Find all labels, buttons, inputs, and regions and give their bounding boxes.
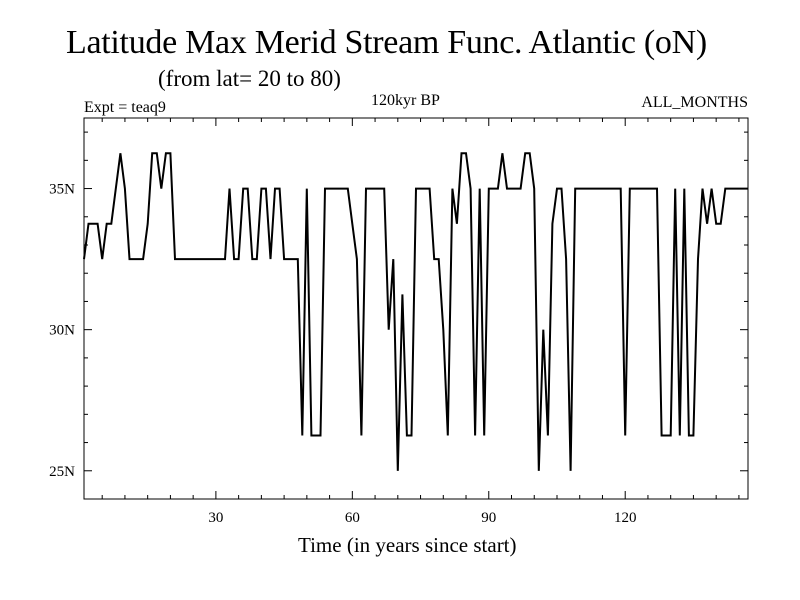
series-layer: [83, 152, 748, 471]
x-tick-label: 60: [345, 510, 360, 526]
chart-subtitle: (from lat= 20 to 80): [158, 66, 341, 91]
axis-ticks: [84, 118, 748, 499]
y-tick-label: 30N: [49, 323, 75, 339]
series-line: [83, 152, 748, 471]
experiment-label: Expt = teaq9: [84, 99, 166, 116]
season-label: ALL_MONTHS: [641, 94, 748, 111]
x-axis-label: Time (in years since start): [298, 533, 517, 557]
y-tick-label: 35N: [49, 182, 75, 198]
x-tick-label: 90: [481, 510, 496, 526]
period-label: 120kyr BP: [371, 92, 440, 109]
x-tick-label: 30: [208, 510, 223, 526]
chart-title: Latitude Max Merid Stream Func. Atlantic…: [66, 24, 707, 61]
plot-frame: [83, 117, 749, 500]
tick-labels: 30 60 90 120 25N 30N 35N: [49, 182, 636, 526]
x-tick-label: 120: [614, 510, 637, 526]
y-tick-label: 25N: [49, 464, 75, 480]
